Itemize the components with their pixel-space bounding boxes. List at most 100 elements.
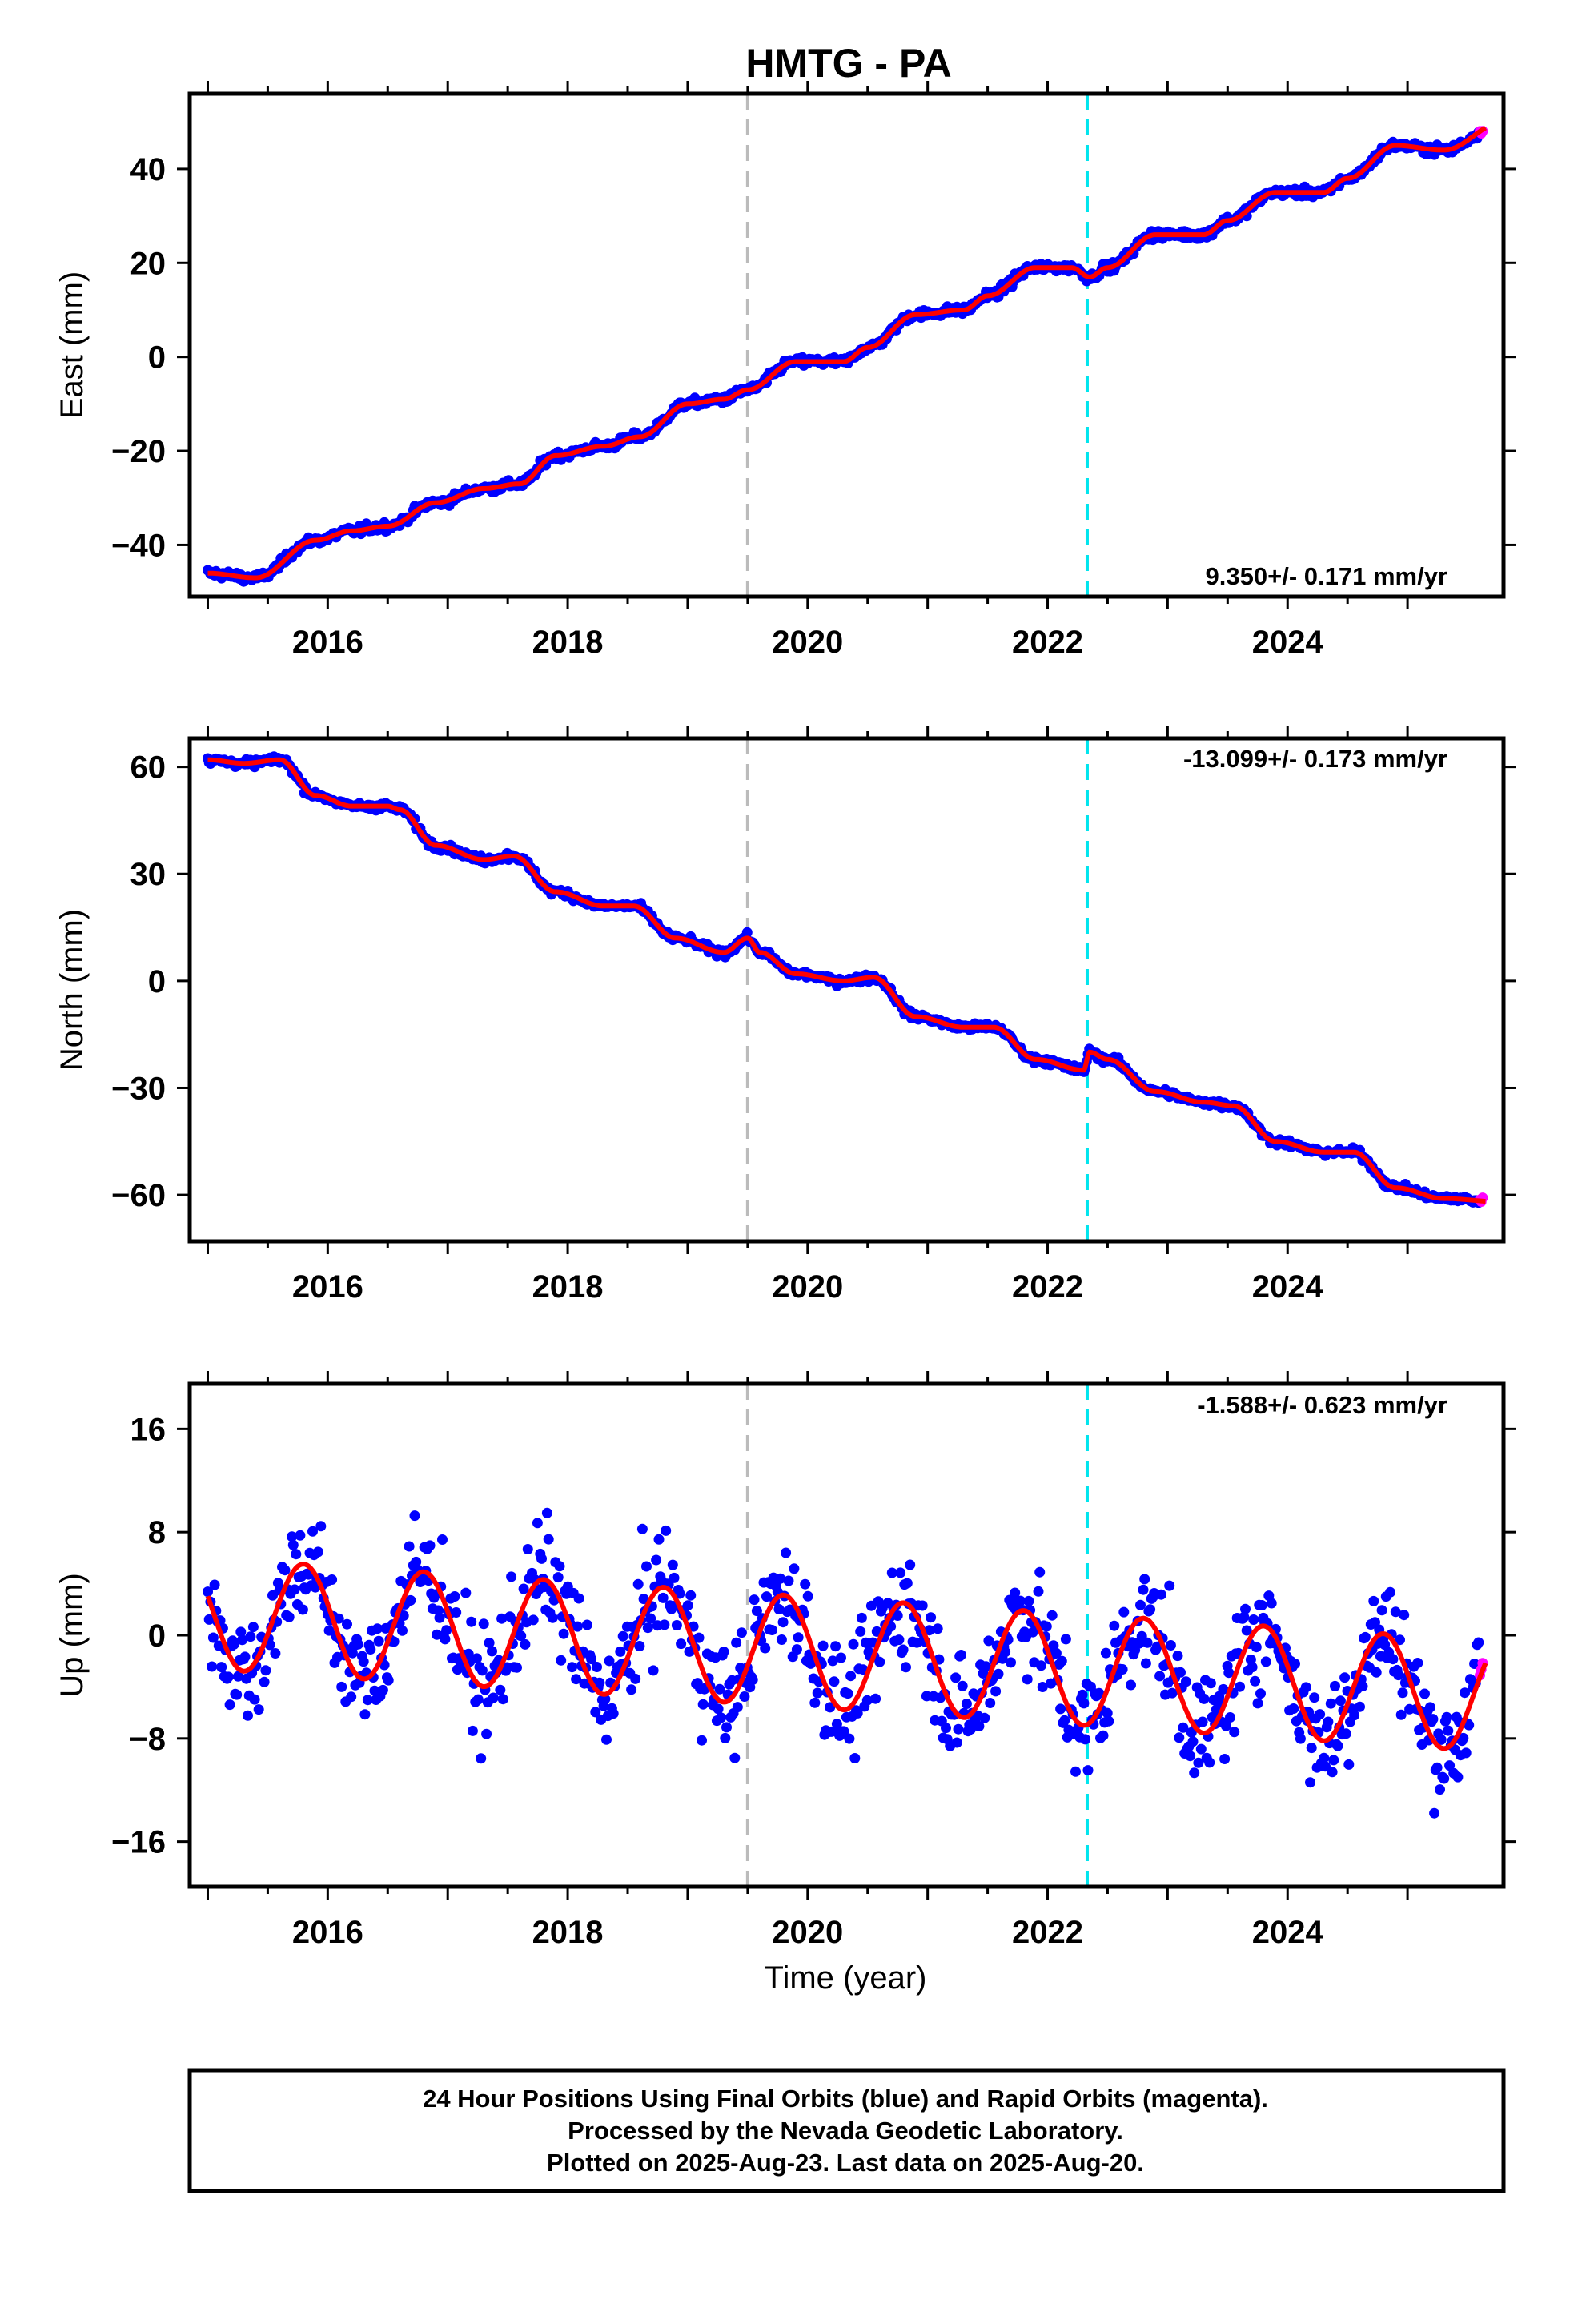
north-panel: −60 −30 0 30 60 2016 2018 2020 2022 2024 North (m… xyxy=(54,726,1516,1305)
up-final-point xyxy=(532,1518,543,1529)
up-final-point xyxy=(1379,1639,1391,1651)
up-final-point xyxy=(279,1565,291,1576)
up-final-point xyxy=(836,1652,846,1663)
up-final-point xyxy=(590,1707,601,1718)
x-axis-label: Time (year) xyxy=(765,1960,927,1996)
up-final-point xyxy=(1343,1759,1355,1770)
up-final-point xyxy=(845,1671,857,1682)
up-final-point xyxy=(552,1572,564,1583)
up-final-point xyxy=(892,1610,903,1621)
up-final-point xyxy=(1256,1600,1267,1610)
up-final-point xyxy=(1328,1755,1339,1766)
east-ytick-label: 0 xyxy=(148,340,166,376)
up-final-point xyxy=(358,1656,369,1667)
up-panel: −16 −8 0 8 16 2016 2018 2020 2022 2024 Up (mm) -1… xyxy=(54,1371,1516,1950)
footer-frame xyxy=(187,2068,1506,2193)
up-final-point xyxy=(573,1593,584,1604)
up-final-point xyxy=(1393,1670,1404,1681)
up-final-point xyxy=(512,1662,522,1673)
up-final-point xyxy=(488,1692,499,1703)
up-final-point xyxy=(1034,1566,1046,1578)
up-final-point xyxy=(336,1681,347,1692)
up-final-point xyxy=(207,1632,219,1643)
up-final-point xyxy=(297,1604,308,1615)
up-final-point xyxy=(327,1574,338,1585)
up-final-point xyxy=(793,1632,804,1643)
up-final-point xyxy=(1082,1765,1094,1776)
up-final-point xyxy=(1290,1659,1300,1669)
up-final-point xyxy=(1431,1762,1443,1773)
up-final-point xyxy=(466,1616,477,1627)
up-final-point xyxy=(714,1683,725,1695)
up-final-point xyxy=(886,1567,897,1578)
up-final-point xyxy=(1239,1611,1250,1622)
up-final-point xyxy=(697,1699,709,1710)
up-final-point xyxy=(861,1695,873,1706)
up-final-point xyxy=(1223,1667,1235,1679)
east-ytick-label: 40 xyxy=(130,152,167,187)
up-final-point xyxy=(671,1620,682,1630)
up-final-point xyxy=(776,1634,787,1645)
up-final-point xyxy=(1164,1580,1175,1591)
up-final-point xyxy=(636,1523,648,1534)
up-final-point xyxy=(985,1698,996,1708)
north-ytick-label: 60 xyxy=(130,750,167,786)
up-final-point xyxy=(812,1687,823,1699)
up-final-point xyxy=(1103,1715,1114,1727)
up-final-point xyxy=(685,1590,697,1601)
up-final-point xyxy=(373,1635,384,1647)
up-final-point xyxy=(1295,1733,1306,1744)
up-final-point xyxy=(630,1673,641,1684)
up-final-point xyxy=(245,1631,256,1642)
up-final-point xyxy=(1327,1767,1338,1778)
up-final-point xyxy=(312,1546,323,1558)
up-final-point xyxy=(1315,1709,1326,1720)
up-final-point xyxy=(1050,1647,1062,1659)
up-final-point xyxy=(676,1638,687,1650)
up-final-point xyxy=(802,1590,813,1602)
up-final-point xyxy=(1145,1604,1156,1615)
up-final-point xyxy=(1435,1784,1445,1795)
up-final-point xyxy=(287,1539,299,1550)
up-final-point xyxy=(1166,1687,1178,1699)
up-final-point xyxy=(775,1573,786,1584)
up-final-point xyxy=(651,1554,662,1566)
up-final-point xyxy=(749,1594,760,1606)
north-xtick-label: 2024 xyxy=(1252,1269,1324,1305)
up-final-point xyxy=(541,1507,552,1518)
up-final-point xyxy=(1138,1584,1149,1595)
up-xtick-label: 2024 xyxy=(1252,1915,1324,1950)
up-final-point xyxy=(736,1627,747,1638)
up-final-point xyxy=(870,1693,881,1704)
up-final-point xyxy=(825,1702,836,1713)
up-final-point xyxy=(434,1612,445,1623)
up-final-point xyxy=(895,1567,906,1578)
up-final-point xyxy=(1140,1658,1151,1669)
up-final-point xyxy=(1441,1711,1452,1723)
north-ytick-label: −30 xyxy=(111,1071,166,1106)
up-final-point xyxy=(693,1632,705,1643)
up-final-point xyxy=(1056,1655,1067,1667)
up-final-point xyxy=(1412,1658,1423,1668)
up-final-point xyxy=(848,1638,859,1650)
up-final-point xyxy=(1022,1674,1033,1685)
up-final-point xyxy=(397,1625,408,1636)
up-final-point xyxy=(1098,1730,1109,1741)
up-final-point xyxy=(283,1611,295,1622)
footer-line-1: 24 Hour Positions Using Final Orbits (bl… xyxy=(423,2085,1268,2113)
up-final-point xyxy=(800,1578,811,1590)
up-final-point xyxy=(642,1622,653,1634)
up-final-point xyxy=(601,1734,612,1745)
up-final-point xyxy=(516,1630,527,1642)
up-final-point xyxy=(249,1694,260,1705)
north-xtick-label: 2018 xyxy=(532,1269,604,1305)
up-final-point xyxy=(1006,1657,1016,1668)
up-final-point xyxy=(518,1583,529,1594)
up-final-point xyxy=(747,1675,758,1685)
up-final-point xyxy=(547,1612,558,1623)
up-final-point xyxy=(377,1684,388,1695)
up-final-point xyxy=(243,1710,253,1721)
up-final-point xyxy=(1368,1595,1379,1606)
up-final-point xyxy=(522,1544,533,1554)
up-final-point xyxy=(1151,1641,1162,1652)
